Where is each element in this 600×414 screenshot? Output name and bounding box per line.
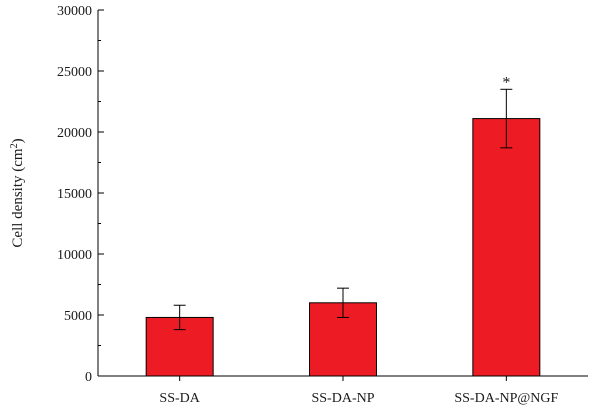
bars-group (145, 118, 541, 377)
y-tick-label-0: 0 (85, 370, 92, 385)
y-axis-title: Cell density (cm2) (9, 138, 27, 247)
y-tick-label-4: 20000 (57, 126, 92, 141)
y-tick-label-3: 15000 (57, 187, 92, 202)
significance-marker-2: * (502, 74, 510, 91)
x-ticks-group: SS-DA SS-DA-NP SS-DA-NP@NGF (159, 376, 558, 406)
annotations-group: * (502, 74, 510, 91)
y-tick-label-2: 10000 (57, 248, 92, 263)
x-tick-label-0: SS-DA (159, 391, 200, 406)
y-tick-label-5: 25000 (57, 65, 92, 80)
y-tick-label-1: 5000 (64, 309, 92, 324)
error-bars-group (173, 88, 513, 331)
y-axis-title-tail: ) (10, 138, 26, 143)
y-axis-title-main: Cell density (cm (10, 148, 26, 247)
x-tick-label-2: SS-DA-NP@NGF (454, 391, 558, 406)
y-ticks-group: 0 5000 10000 15000 20000 25000 30000 (57, 4, 104, 385)
y-tick-label-6: 30000 (57, 4, 92, 19)
bar-2 (472, 118, 541, 377)
y-axis-title-sup: 2 (9, 143, 20, 148)
x-tick-label-1: SS-DA-NP (311, 391, 374, 406)
